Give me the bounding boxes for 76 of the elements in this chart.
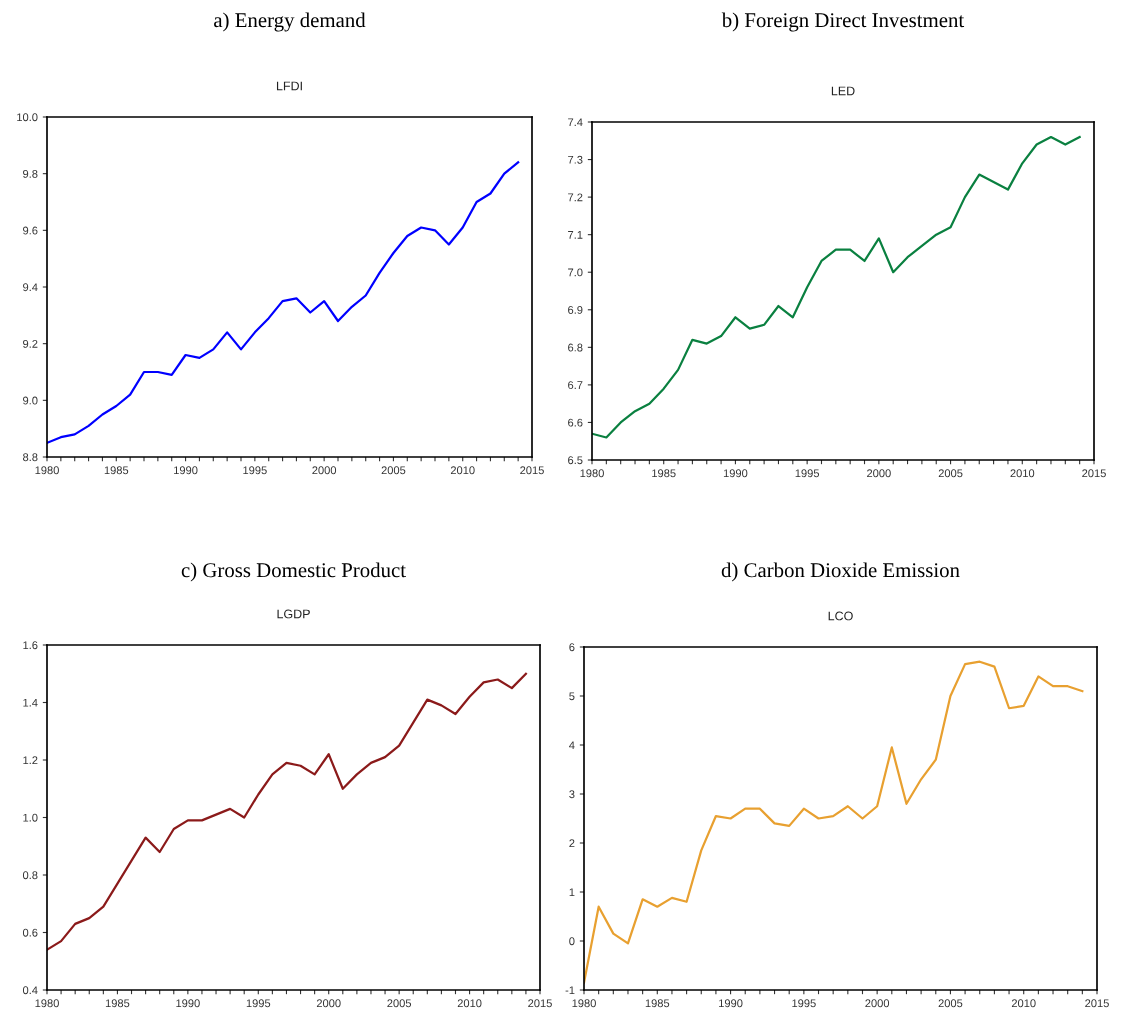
y-tick-label: 9.4: [23, 283, 38, 292]
y-tick-label: 3: [569, 790, 575, 799]
y-tick-label: 4: [569, 741, 575, 750]
y-tick-label: 7.1: [568, 231, 583, 239]
x-tick-label: 1980: [580, 469, 604, 478]
x-tick-label: 1985: [104, 466, 129, 475]
y-tick-label: 1.2: [23, 756, 38, 765]
x-tick-label: 2010: [1011, 999, 1036, 1008]
y-tick-label: 1.6: [23, 641, 38, 650]
y-tick-label: 9.2: [23, 339, 38, 348]
chart-title: a) Energy demand: [214, 12, 366, 32]
x-tick-label: 2010: [457, 999, 482, 1008]
x-tick-label: 2015: [528, 999, 552, 1008]
x-tick-label: 2015: [520, 466, 544, 475]
y-tick-label: 0.4: [22, 986, 38, 995]
x-tick-label: 2005: [938, 999, 963, 1008]
y-tick-label: 6.5: [568, 456, 583, 465]
y-tick-label: 9.8: [23, 169, 38, 178]
x-tick-label: 1980: [35, 466, 59, 475]
x-tick-label: 2000: [316, 999, 341, 1008]
y-tick-label: 7.2: [568, 193, 583, 202]
y-tick-label: 8.8: [23, 453, 38, 462]
x-tick-label: 1995: [243, 466, 267, 475]
x-tick-label: 2015: [1085, 999, 1109, 1008]
y-tick-label: 6.9: [568, 306, 583, 314]
y-tick-label: 9.0: [23, 396, 38, 405]
x-tick-label: 1990: [723, 469, 748, 478]
y-tick-label: 10.0: [17, 113, 38, 122]
y-tick-label: 6: [569, 643, 575, 652]
y-tick-label: 2: [569, 839, 575, 848]
y-tick-label: 1.0: [23, 813, 38, 822]
x-tick-label: 2000: [867, 469, 891, 478]
line-series: [47, 161, 520, 444]
y-tick-label: 7.3: [568, 155, 583, 164]
chart-title: c) Gross Domestic Product: [181, 562, 406, 582]
chart-subtitle: LCO: [828, 611, 853, 621]
x-tick-label: 2015: [1082, 469, 1106, 478]
x-tick-label: 2010: [1010, 469, 1035, 478]
y-tick-label: 1: [569, 888, 575, 897]
y-tick-label: 9.6: [23, 226, 38, 235]
line-series: [592, 135, 1081, 439]
x-tick-label: 1985: [645, 999, 670, 1008]
x-tick-label: 2005: [381, 466, 406, 475]
x-tick-label: 2000: [865, 999, 890, 1008]
chart-subtitle: LED: [831, 86, 855, 96]
y-tick-label: 0.8: [22, 871, 38, 880]
y-tick-label: 7.0: [568, 268, 583, 277]
x-tick-label: 1990: [176, 999, 200, 1008]
y-tick-label: 1.4: [23, 698, 38, 707]
x-tick-label: 1980: [572, 999, 596, 1008]
y-tick-label: 7.4: [568, 118, 583, 127]
y-tick-label: 6.6: [568, 418, 583, 427]
x-tick-label: 1990: [719, 999, 743, 1008]
x-tick-label: 2005: [938, 469, 963, 478]
chart-subtitle: LFDI: [276, 81, 302, 91]
chart-title: b) Foreign Direct Investment: [721, 12, 965, 32]
chart-title: d) Carbon Dioxide Emission: [721, 562, 960, 582]
x-tick-label: 2010: [450, 466, 475, 475]
x-tick-label: 1985: [105, 999, 130, 1008]
x-tick-label: 1995: [246, 999, 271, 1008]
y-tick-label: 6.8: [568, 343, 583, 352]
y-tick-label: 6.7: [568, 381, 583, 390]
line-series: [584, 660, 1084, 984]
x-tick-label: 2000: [312, 466, 337, 475]
x-tick-label: 2005: [387, 999, 412, 1008]
chart-subtitle: LGDP: [277, 609, 310, 619]
x-tick-label: 1995: [792, 999, 816, 1008]
x-tick-label: 1980: [35, 999, 59, 1008]
y-tick-label: 0: [569, 937, 575, 946]
x-tick-label: 1990: [174, 466, 198, 475]
y-tick-label: 0.6: [22, 928, 38, 937]
y-tick-label: 5: [569, 692, 575, 701]
line-series: [47, 672, 528, 951]
x-tick-label: 1985: [652, 469, 676, 478]
x-tick-label: 1995: [795, 469, 820, 478]
y-tick-label: -1: [565, 986, 575, 995]
